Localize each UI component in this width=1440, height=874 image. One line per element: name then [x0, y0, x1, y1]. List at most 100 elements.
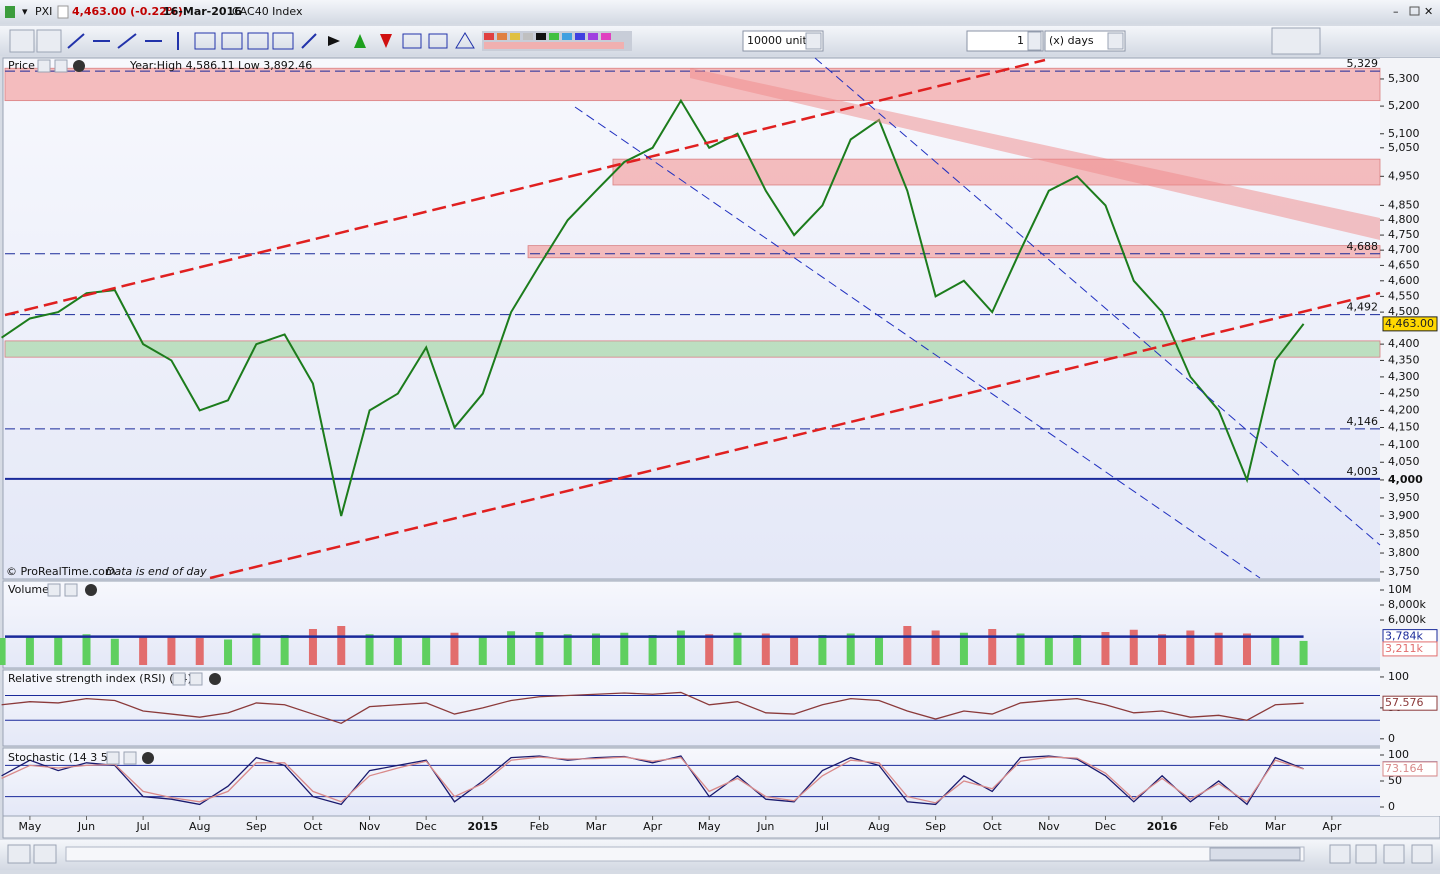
y-tick-label: 4,050 [1388, 455, 1420, 468]
panel-headers: Price Year:High 4,586.11 Low 3,892.46 © … [6, 59, 312, 765]
close-button[interactable]: ✕ [1424, 5, 1433, 18]
swatch[interactable] [484, 33, 494, 40]
swatch[interactable] [575, 33, 585, 40]
swatch[interactable] [536, 33, 546, 40]
swatch[interactable] [562, 33, 572, 40]
window-button[interactable] [189, 672, 203, 686]
y-tick-label: 0 [1388, 800, 1395, 813]
dropdown-arrow[interactable]: ▾ [22, 5, 28, 18]
volume-bar [195, 638, 204, 665]
tool-button[interactable] [9, 29, 35, 53]
chart-style-button[interactable] [1271, 27, 1321, 55]
dropdown-button[interactable] [805, 32, 822, 50]
trend-line [209, 291, 1381, 580]
units-select[interactable] [742, 30, 824, 52]
period-count-input[interactable] [966, 30, 1044, 52]
volume-bar [1101, 632, 1110, 665]
y-tick-label: 6,000k [1388, 613, 1426, 626]
period-unit-select[interactable] [1044, 30, 1126, 52]
instrument-name: CAC40 Index [232, 5, 303, 18]
zoom-button[interactable] [1355, 844, 1377, 864]
scrollbar-track[interactable] [65, 846, 1305, 862]
window-button[interactable] [54, 59, 68, 73]
scrollbar-thumb[interactable] [1209, 847, 1301, 861]
swatch[interactable] [497, 33, 507, 40]
swatch[interactable] [588, 33, 598, 40]
sell-arrow[interactable] [380, 34, 392, 48]
tool-icon[interactable] [428, 33, 448, 49]
date: 16-Mar-2016 [163, 5, 242, 18]
minimize-button[interactable]: – [1393, 5, 1399, 18]
tool-icon[interactable] [67, 33, 85, 49]
close-panel-button[interactable] [209, 673, 221, 685]
x-tick-label: Feb [530, 820, 549, 833]
tool-icon[interactable] [301, 33, 317, 49]
settings-button[interactable] [47, 583, 61, 597]
tool-icon[interactable] [117, 33, 137, 49]
close-panel-button[interactable] [73, 60, 85, 72]
zoom-button[interactable] [1383, 844, 1405, 864]
volume-bar [563, 634, 572, 665]
swatch[interactable] [601, 33, 611, 40]
window-button[interactable] [123, 751, 137, 765]
spinner[interactable] [1027, 31, 1042, 51]
y-tick-label: 4,750 [1388, 228, 1420, 241]
y-tick-label: 4,300 [1388, 370, 1420, 383]
line [1, 691, 1304, 725]
y-tick-label: 0 [1388, 732, 1395, 745]
y-tick-label: 3,800 [1388, 546, 1420, 559]
info-icon[interactable] [57, 5, 69, 19]
y-tick-label: 4,350 [1388, 353, 1420, 366]
swatch[interactable] [523, 33, 533, 40]
y-tick-label: 4,650 [1388, 258, 1420, 271]
x-tick-label: Mar [586, 820, 607, 833]
y-tick-label: 3,850 [1388, 527, 1420, 540]
bottom-button[interactable] [7, 844, 31, 864]
rsi-title: Relative strength index (RSI) (14) [8, 672, 192, 685]
window-button[interactable] [64, 583, 78, 597]
resistance-channel [690, 68, 1380, 240]
dropdown-button[interactable] [1107, 32, 1124, 50]
tool-icon[interactable] [194, 32, 216, 50]
settings-button[interactable] [106, 751, 120, 765]
x-tick-label: Aug [868, 820, 889, 833]
last-price: 4,463.00 [1385, 317, 1434, 330]
swatch[interactable] [484, 42, 624, 49]
last-price-box [1382, 316, 1438, 332]
volume-bar [875, 636, 884, 665]
tool-icon[interactable] [247, 32, 269, 50]
close-panel-button[interactable] [142, 752, 154, 764]
volume-bar [0, 638, 6, 665]
copyright: © ProRealTime.com [6, 565, 116, 578]
settings-button[interactable] [37, 59, 51, 73]
zoom-button[interactable] [1329, 844, 1351, 864]
volume-bar [365, 634, 374, 665]
x-tick-label: Oct [303, 820, 323, 833]
volume-bar [393, 635, 402, 665]
volume-bar [705, 634, 714, 665]
volume-bar [422, 636, 431, 665]
zoom-button[interactable] [1411, 844, 1433, 864]
last-label: 3,211k [1385, 642, 1423, 655]
units-value: 10000 units [747, 34, 813, 47]
x-tick-label: Feb [1209, 820, 1228, 833]
settings-button[interactable] [172, 672, 186, 686]
volume-bar [676, 630, 685, 665]
tool-icon[interactable] [455, 32, 475, 49]
tool-icon[interactable] [402, 33, 422, 49]
tool-icon[interactable] [272, 32, 294, 50]
y-tick-label: 10M [1388, 583, 1412, 596]
volume-bar [620, 632, 629, 665]
trend-line [4, 58, 1046, 317]
swatch[interactable] [510, 33, 520, 40]
bottom-button[interactable] [33, 844, 57, 864]
arrow-tool[interactable] [328, 36, 340, 46]
tool-icon[interactable] [221, 32, 243, 50]
swatch[interactable] [549, 33, 559, 40]
volume-bar [1016, 633, 1025, 665]
maximize-button[interactable] [1409, 6, 1420, 16]
close-panel-button[interactable] [85, 584, 97, 596]
tool-button[interactable] [36, 29, 62, 53]
buy-arrow[interactable] [354, 34, 366, 48]
